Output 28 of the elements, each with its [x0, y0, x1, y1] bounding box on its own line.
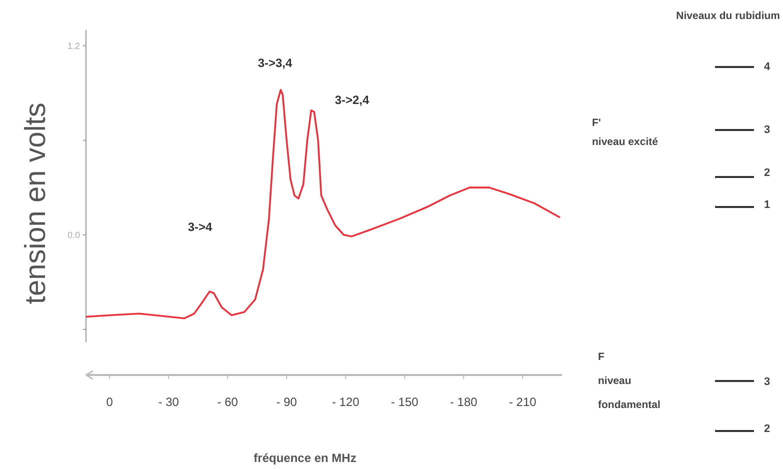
x-axis-title: fréquence en MHz	[254, 451, 356, 465]
x-tick-label: - 210	[508, 395, 537, 409]
x-tick-label: - 60	[217, 395, 238, 409]
annotation: 3->4	[188, 220, 212, 234]
x-tick-label: - 120	[332, 395, 360, 409]
y-axis-title: tension en volts	[20, 102, 52, 304]
text: 2	[764, 423, 770, 435]
text: F	[598, 351, 605, 363]
y-tick-label: 0.0	[67, 230, 80, 240]
text: Niveaux du rubidium	[676, 10, 780, 22]
x-tick-label: - 180	[450, 395, 478, 409]
text: niveau excité	[592, 136, 658, 148]
y-tick-label: 1.2	[67, 40, 80, 51]
annotation: 3->3,4	[258, 56, 293, 70]
text: niveau	[598, 375, 632, 387]
text: 2	[764, 167, 770, 179]
line-series	[85, 88, 561, 320]
x-tick-label: - 150	[390, 395, 419, 409]
text: 3	[764, 376, 770, 388]
text: fondamental	[598, 399, 661, 411]
text: 3	[764, 124, 770, 136]
annotation: 3->2,4	[334, 93, 370, 107]
text: 4	[764, 61, 771, 73]
x-tick-label: 0	[106, 395, 114, 409]
x-tick-label: - 30	[158, 395, 180, 409]
x-tick-label: - 90	[276, 395, 298, 409]
text: 1	[764, 199, 770, 211]
text: F'	[592, 117, 601, 129]
